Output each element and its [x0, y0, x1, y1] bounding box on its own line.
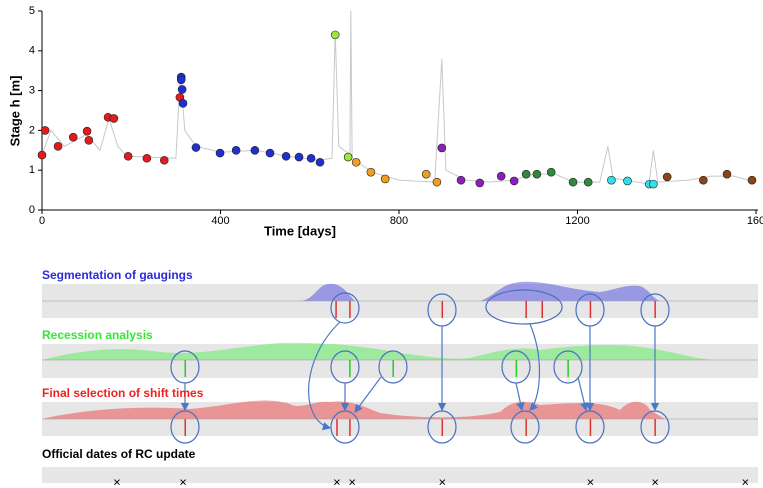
gauging-point [747, 175, 757, 185]
y-tick-label: 3 [29, 85, 35, 97]
gauging-point [159, 155, 169, 165]
gauging-point [40, 126, 50, 135]
density-area [42, 400, 758, 419]
gauging-point [330, 30, 340, 40]
arrow [529, 323, 540, 411]
gauging-point [568, 177, 578, 187]
official-date-marker: × [651, 474, 659, 488]
gauging-point [265, 148, 275, 158]
highlight-circle [510, 410, 540, 444]
x-tick-label: 1200 [565, 215, 589, 227]
arrow [515, 382, 525, 412]
arrow [308, 321, 341, 431]
gauging-point [662, 172, 672, 182]
gauging-point [699, 175, 708, 185]
gauging-point [123, 151, 133, 161]
y-tick-label: 4 [29, 45, 35, 57]
gauging-point [583, 177, 593, 187]
gauging-point [456, 175, 466, 185]
gauging-point [623, 176, 632, 186]
gauging-point [82, 126, 92, 136]
gauging-point [315, 157, 325, 167]
gauging-point [509, 176, 519, 186]
gauging-point [421, 169, 431, 179]
gauging-point [437, 143, 447, 153]
arrow [354, 376, 382, 413]
highlight-circle [553, 350, 583, 384]
gauging-point [281, 151, 291, 161]
y-tick-label: 0 [29, 204, 35, 216]
row-label: Segmentation of gaugings [42, 268, 193, 282]
row-label: Official dates of RC update [42, 447, 196, 461]
official-date-marker: × [741, 474, 749, 488]
gauging-point [432, 177, 442, 187]
gauging-point [521, 169, 531, 179]
gauging-point [607, 175, 616, 185]
y-tick-label: 1 [29, 164, 35, 176]
row-label: Recession analysis [42, 328, 153, 342]
density-area [42, 342, 758, 360]
density-area [42, 281, 758, 301]
gauging-point [250, 146, 260, 155]
official-date-marker: × [348, 474, 356, 488]
x-tick-label: 0 [39, 215, 45, 227]
y-tick-label: 5 [29, 5, 35, 17]
official-date-marker: × [179, 474, 187, 488]
gauging-point [532, 169, 542, 179]
highlight-circle [378, 350, 408, 384]
gauging-point [306, 153, 316, 163]
gauging-point [177, 85, 187, 94]
gauging-point [380, 174, 390, 184]
gauging-point [366, 167, 376, 177]
gauging-point [215, 148, 225, 158]
gauging-point [53, 142, 63, 151]
gauging-point [722, 169, 732, 179]
highlight-circle [330, 292, 360, 324]
official-date-marker: × [587, 474, 595, 488]
y-axis-label: Stage h [m] [7, 76, 22, 147]
official-date-marker: × [113, 474, 121, 488]
official-date-marker: × [333, 474, 341, 488]
x-tick-label: 160 [747, 215, 763, 227]
gauging-point [343, 152, 353, 162]
gauging-point [496, 171, 506, 181]
gauging-point [191, 143, 201, 152]
gauging-point [294, 152, 304, 162]
gauging-point [351, 157, 361, 167]
gauging-point [37, 150, 47, 160]
gauging-point [546, 167, 556, 177]
gauging-point [176, 75, 186, 85]
x-axis-label: Time [days] [264, 223, 336, 238]
highlight-circle [485, 289, 563, 325]
row-band [42, 467, 758, 483]
gauging-point [231, 146, 241, 155]
gauging-point [68, 132, 78, 142]
stage-chart: Time [days] Stage h [m] [7, 11, 758, 238]
x-tick-label: 400 [211, 215, 229, 227]
gauging-point [142, 153, 152, 163]
gauging-point [84, 136, 94, 145]
gauging-point [109, 114, 119, 123]
gauging-point [178, 99, 188, 108]
row-band [42, 344, 758, 378]
official-date-marker: × [438, 474, 446, 488]
x-tick-label: 800 [390, 215, 408, 227]
gauging-point [475, 178, 485, 188]
arrow [577, 376, 589, 412]
row-label: Final selection of shift times [42, 386, 204, 400]
gauging-point [649, 179, 658, 189]
y-tick-label: 2 [29, 124, 35, 136]
